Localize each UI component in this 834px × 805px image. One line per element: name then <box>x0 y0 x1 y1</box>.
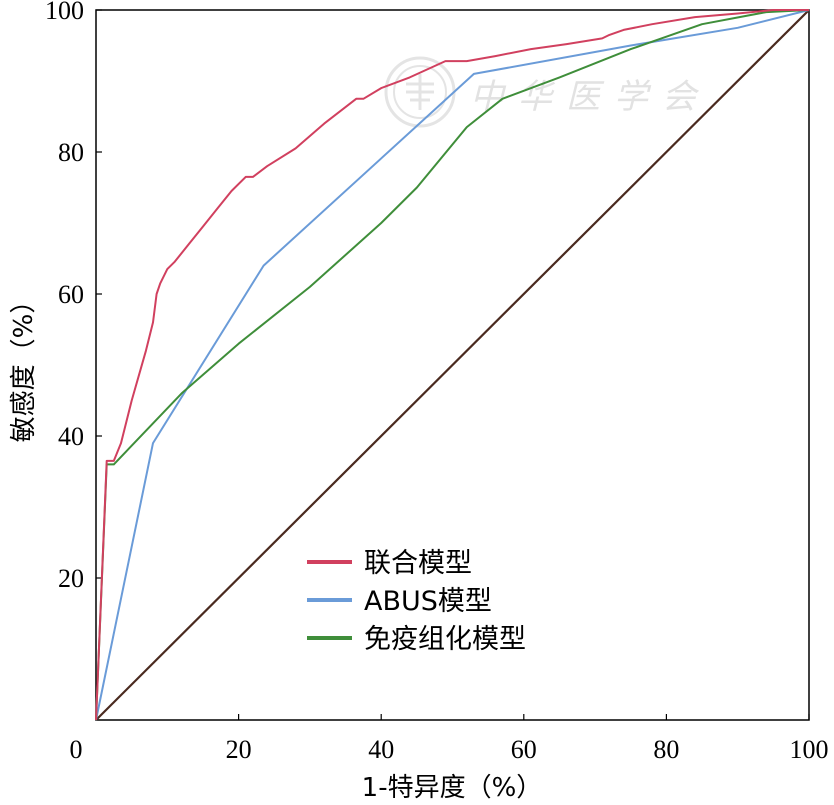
legend-label: ABUS模型 <box>364 586 492 617</box>
x-tick-label: 20 <box>226 735 252 764</box>
series-line-1 <box>95 9 810 721</box>
watermark-seal-icon <box>384 56 456 128</box>
y-tick-label: 60 <box>58 280 84 309</box>
x-tick-label: 60 <box>511 735 537 764</box>
y-tick-label: 20 <box>58 564 84 593</box>
series-line-0 <box>95 9 809 721</box>
x-axis-title: 1-特异度（%） <box>362 773 543 803</box>
x-tick-label: 40 <box>368 735 394 764</box>
y-tick-label: 80 <box>58 138 84 167</box>
y-axis-title: 敏感度（%） <box>9 288 39 443</box>
x-tick-label: 80 <box>653 735 679 764</box>
legend-label: 联合模型 <box>364 548 472 579</box>
axis-ticks: 0 20 40 60 80 100 20 40 60 80 100 <box>45 0 829 764</box>
series-line-2 <box>95 9 810 721</box>
x-tick-label-origin: 0 <box>70 735 83 764</box>
legend-label: 免疫组化模型 <box>364 624 526 655</box>
y-tick-label: 40 <box>58 422 84 451</box>
watermark: 中华医学会 <box>384 56 696 128</box>
reference-diagonal-line <box>95 9 810 721</box>
y-tick-label: 100 <box>45 0 84 25</box>
plot-frame <box>95 9 810 721</box>
x-tick-label: 100 <box>790 735 829 764</box>
series-layer <box>95 9 810 721</box>
